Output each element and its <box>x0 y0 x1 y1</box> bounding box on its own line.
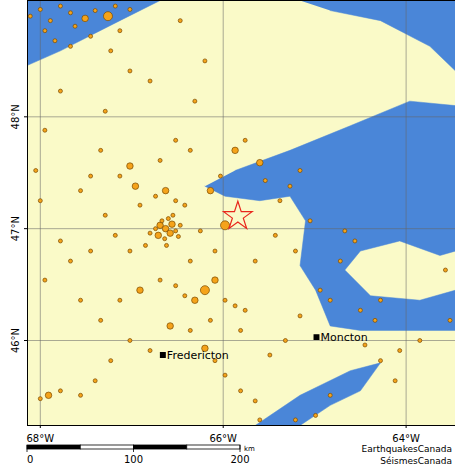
svg-text:100: 100 <box>124 454 143 465</box>
svg-text:200: 200 <box>230 454 249 465</box>
svg-text:47°N: 47°N <box>10 216 21 241</box>
svg-text:64°W: 64°W <box>392 433 420 442</box>
svg-text:68°W: 68°W <box>26 433 54 442</box>
svg-text:km: km <box>244 445 255 453</box>
svg-text:46°N: 46°N <box>10 328 21 353</box>
svg-text:Fredericton: Fredericton <box>167 349 229 362</box>
svg-text:EarthquakesCanada: EarthquakesCanada <box>362 444 452 454</box>
svg-text:66°W: 66°W <box>209 433 237 442</box>
svg-text:48°N: 48°N <box>10 104 21 129</box>
svg-text:0: 0 <box>27 454 33 465</box>
svg-text:SéismesCanada: SéismesCanada <box>380 456 452 466</box>
svg-text:Moncton: Moncton <box>320 331 367 344</box>
